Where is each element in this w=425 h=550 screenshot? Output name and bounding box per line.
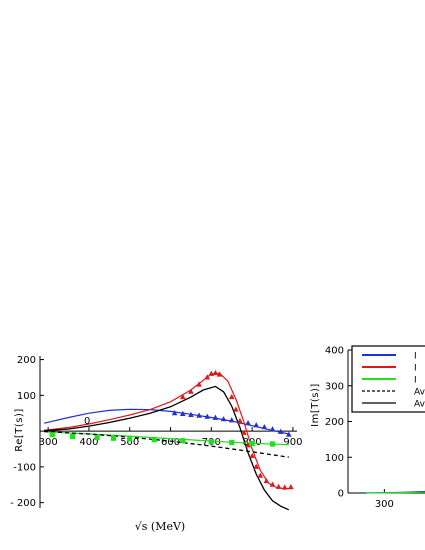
marker-red xyxy=(237,417,243,424)
series-line-blue xyxy=(43,408,289,435)
marker-blue xyxy=(269,426,276,432)
series-line-black-dashed xyxy=(44,430,289,458)
marker-green xyxy=(110,435,117,441)
marker-red xyxy=(263,477,270,484)
marker-red xyxy=(288,484,294,490)
marker-blue xyxy=(286,431,292,437)
marker-red xyxy=(253,463,260,469)
y-tick-label: 200 xyxy=(17,355,36,366)
marker-blue xyxy=(220,416,227,422)
y-ticks: 200 100 -100 - 200 xyxy=(10,355,44,509)
series-line-green xyxy=(366,491,425,494)
legend-label: I xyxy=(414,364,417,374)
x-ticks: 300400500600700800900 xyxy=(39,427,302,448)
marker-red xyxy=(208,370,215,376)
y-ticks: 0 100 200 300 400 xyxy=(325,346,352,500)
marker-green xyxy=(229,439,235,446)
y-tick-label: -100 xyxy=(13,462,36,473)
marker-blue xyxy=(245,420,251,426)
marker-green xyxy=(249,441,255,447)
marker-green xyxy=(49,432,55,438)
x-tick-label: 300 xyxy=(39,437,58,448)
x-axis-label: √s (MeV) xyxy=(135,520,185,533)
marker-green xyxy=(208,439,214,445)
marker-blue xyxy=(171,410,178,416)
marker-blue xyxy=(253,422,260,428)
x-tick-label: 400 xyxy=(79,437,98,448)
marker-blue xyxy=(196,412,202,418)
marker-blue xyxy=(188,411,194,418)
y-tick-label: - 200 xyxy=(10,498,36,509)
marker-blue xyxy=(204,413,211,419)
legend-label: I xyxy=(414,376,417,386)
marker-blue xyxy=(261,423,268,430)
marker-green xyxy=(180,438,186,444)
y-tick-label: 400 xyxy=(325,346,344,357)
marker-red xyxy=(196,381,202,387)
y-tick-label: 100 xyxy=(17,391,36,402)
marker-green xyxy=(94,434,100,441)
marker-red xyxy=(216,371,223,377)
marker-red xyxy=(241,429,247,435)
legend-label: Av xyxy=(414,388,425,398)
y-axis-label: Re[T(s)] xyxy=(14,408,25,452)
x-tick-label: 900 xyxy=(283,437,302,448)
marker-red xyxy=(212,369,219,376)
legend-label: Av xyxy=(414,400,425,410)
y-tick-label: 0 xyxy=(338,489,344,500)
marker-blue xyxy=(228,417,235,423)
series-line-blue xyxy=(366,490,425,494)
y-axis-label: Im[T(s)] xyxy=(310,383,321,427)
marker-red xyxy=(188,388,194,394)
marker-red xyxy=(275,483,282,489)
legend-label: I xyxy=(414,352,417,362)
marker-green xyxy=(70,433,76,440)
marker-red xyxy=(257,472,264,478)
marker-red xyxy=(204,374,211,380)
marker-red xyxy=(249,452,255,459)
annotation-zero: 0 xyxy=(84,416,90,427)
x-tick-label: 600 xyxy=(161,437,180,448)
y-tick-label: 300 xyxy=(325,381,344,392)
marker-red xyxy=(245,442,251,448)
marker-red xyxy=(281,484,288,490)
y-tick-label: 100 xyxy=(325,453,344,464)
marker-blue xyxy=(179,410,186,416)
marker-red xyxy=(233,406,239,412)
marker-green xyxy=(151,437,157,443)
x-tick-label: 300 xyxy=(375,499,394,510)
curves xyxy=(366,490,425,494)
data-markers xyxy=(49,369,294,490)
marker-green xyxy=(127,436,133,442)
marker-red xyxy=(269,481,276,487)
x-tick-label: 500 xyxy=(120,437,139,448)
marker-green xyxy=(269,441,276,447)
marker-blue xyxy=(277,428,284,434)
marker-red xyxy=(179,393,186,400)
y-tick-label: 200 xyxy=(325,417,344,428)
marker-blue xyxy=(212,414,219,420)
series-line-black xyxy=(44,385,290,511)
marker-red xyxy=(228,393,235,400)
